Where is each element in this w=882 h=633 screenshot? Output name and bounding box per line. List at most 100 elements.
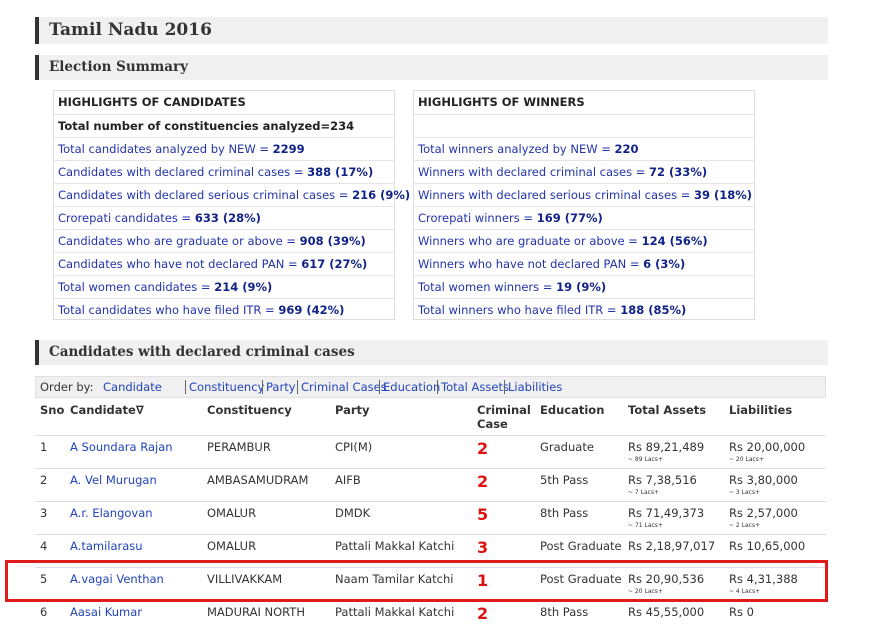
box-row: Crorepati winners = 169 (77%): [414, 206, 754, 229]
order-label: Order by:: [40, 380, 94, 394]
stat-value: 214 (9%): [214, 280, 273, 294]
order-link[interactable]: Education: [379, 380, 440, 394]
stat: Total winners who have filed ITR = 188 (…: [418, 303, 686, 317]
order-link[interactable]: Party: [262, 380, 296, 394]
stat-value: 617 (27%): [301, 257, 368, 271]
order-link[interactable]: Liabilities: [504, 380, 562, 394]
box-row: Candidates who have not declared PAN = 6…: [54, 252, 394, 275]
stat-value: 388 (17%): [307, 165, 374, 179]
stat-label: Winners with declared serious criminal c…: [418, 188, 691, 202]
cell-liabilities: Rs 3,80,000: [729, 473, 798, 487]
stat: Winners with declared serious criminal c…: [418, 188, 752, 202]
cell-education: 5th Pass: [540, 473, 589, 487]
cell-note: ~ 3 Lacs+: [729, 489, 761, 496]
cell-cases: 1: [477, 571, 489, 590]
cell-education: 8th Pass: [540, 605, 589, 619]
cell-note: ~ 20 Lacs+: [729, 456, 764, 463]
box-row: [414, 114, 754, 137]
stat-value: 72 (33%): [649, 165, 708, 179]
cell-party: DMDK: [335, 506, 371, 520]
cell-assets: Rs 89,21,489: [628, 440, 705, 454]
box-row: Total winners analyzed by NEW = 220: [414, 137, 754, 160]
stat: Winners who are graduate or above = 124 …: [418, 234, 708, 248]
order-link[interactable]: Constituency: [185, 380, 264, 394]
stat-label: Total candidates analyzed by NEW =: [58, 142, 269, 156]
cell-candidate[interactable]: A. Vel Murugan: [70, 473, 157, 487]
cell-assets: Rs 7,38,516: [628, 473, 697, 487]
table-row: [35, 468, 826, 501]
box-row: Candidates with declared criminal cases …: [54, 160, 394, 183]
cell-note: ~ 89 Lacs+: [628, 456, 663, 463]
stat-label: Crorepati winners =: [418, 211, 534, 225]
table-row: [35, 501, 826, 534]
stat-value: 220: [614, 142, 639, 156]
stat: Total women candidates = 214 (9%): [58, 280, 272, 294]
stat-value: 969 (42%): [278, 303, 345, 317]
cell-note: ~ 4 Lacs+: [729, 588, 761, 595]
cell-constituency: PERAMBUR: [207, 440, 271, 454]
order-link[interactable]: Total Assets: [437, 380, 509, 394]
box-title: HIGHLIGHTS OF CANDIDATES: [58, 95, 246, 109]
order-link[interactable]: Criminal Cases: [297, 380, 387, 394]
table-row: [35, 534, 826, 567]
order-link[interactable]: Candidate: [103, 380, 162, 394]
cell-constituency: MADURAI NORTH: [207, 605, 305, 619]
stat-value: 169 (77%): [536, 211, 603, 225]
box-row: HIGHLIGHTS OF WINNERS: [414, 91, 754, 114]
stat-label: Total winners who have filed ITR =: [418, 303, 617, 317]
stat: Total candidates analyzed by NEW = 2299: [58, 142, 305, 156]
highlight-box: [5, 560, 828, 602]
stat-label: Winners who are graduate or above =: [418, 234, 638, 248]
cell-party: CPI(M): [335, 440, 373, 454]
cell-constituency: OMALUR: [207, 539, 257, 553]
stat-value: 6 (3%): [643, 257, 686, 271]
stat-value: 908 (39%): [299, 234, 366, 248]
cell-note: ~ 20 Lacs+: [628, 588, 663, 595]
cell-candidate[interactable]: A.r. Elangovan: [70, 506, 153, 520]
order-bar: Order by: Candidate Constituency Party Crimi…: [35, 376, 826, 398]
cell-candidate[interactable]: Aasai Kumar: [70, 605, 143, 619]
cell-assets: Rs 71,49,373: [628, 506, 705, 520]
stat-value: 39 (18%): [694, 188, 753, 202]
stat-label: Total women candidates =: [58, 280, 211, 294]
stat-label: Candidates with declared serious crimina…: [58, 188, 349, 202]
stat-label: Candidates who have not declared PAN =: [58, 257, 298, 271]
cell-sno: 1: [40, 440, 48, 454]
stat: Total women winners = 19 (9%): [418, 280, 606, 294]
cell-constituency: OMALUR: [207, 506, 257, 520]
box-row: Winners who have not declared PAN = 6 (3…: [414, 252, 754, 275]
stat: Candidates who are graduate or above = 9…: [58, 234, 366, 248]
box-row: HIGHLIGHTS OF CANDIDATES: [54, 91, 394, 114]
summary-bar: Election Summary: [35, 55, 828, 80]
stat-label: Total winners analyzed by NEW =: [418, 142, 611, 156]
cell-candidate[interactable]: A.tamilarasu: [70, 539, 143, 553]
stat-value: 19 (9%): [556, 280, 607, 294]
stat-label: Candidates with declared criminal cases …: [58, 165, 304, 179]
cell-liabilities: Rs 10,65,000: [729, 539, 806, 553]
box-row: Winners with declared criminal cases = 7…: [414, 160, 754, 183]
cell-party: Pattali Makkal Katchi: [335, 539, 455, 553]
cell-candidate[interactable]: A.vagai Venthan: [70, 572, 164, 586]
box-row: Candidates who are graduate or above = 9…: [54, 229, 394, 252]
cell-candidate[interactable]: A Soundara Rajan: [70, 440, 173, 454]
candidates-box: HIGHLIGHTS OF CANDIDATES Total number of …: [53, 90, 410, 320]
column-header: Liabilities: [729, 403, 793, 417]
stat-value: 124 (56%): [641, 234, 708, 248]
cell-sno: 5: [40, 572, 48, 586]
cell-liabilities: Rs 4,31,388: [729, 572, 798, 586]
cell-sno: 6: [40, 605, 48, 619]
cell-party: Naam Tamilar Katchi: [335, 572, 454, 586]
cell-note: ~ 71 Lacs+: [628, 522, 663, 529]
stat: Crorepati winners = 169 (77%): [418, 211, 603, 225]
box-row: Winners with declared serious criminal c…: [414, 183, 754, 206]
stat: Candidates with declared criminal cases …: [58, 165, 373, 179]
cell-education: Post Graduate: [540, 539, 622, 553]
box-row: Winners who are graduate or above = 124 …: [414, 229, 754, 252]
cell-party: Pattali Makkal Katchi: [335, 605, 455, 619]
cell-education: 8th Pass: [540, 506, 589, 520]
cell-assets: Rs 45,55,000: [628, 605, 705, 619]
cell-cases: 2: [477, 472, 489, 491]
cell-liabilities: Rs 20,00,000: [729, 440, 806, 454]
cell-education: Post Graduate: [540, 572, 622, 586]
cell-assets: Rs 20,90,536: [628, 572, 705, 586]
